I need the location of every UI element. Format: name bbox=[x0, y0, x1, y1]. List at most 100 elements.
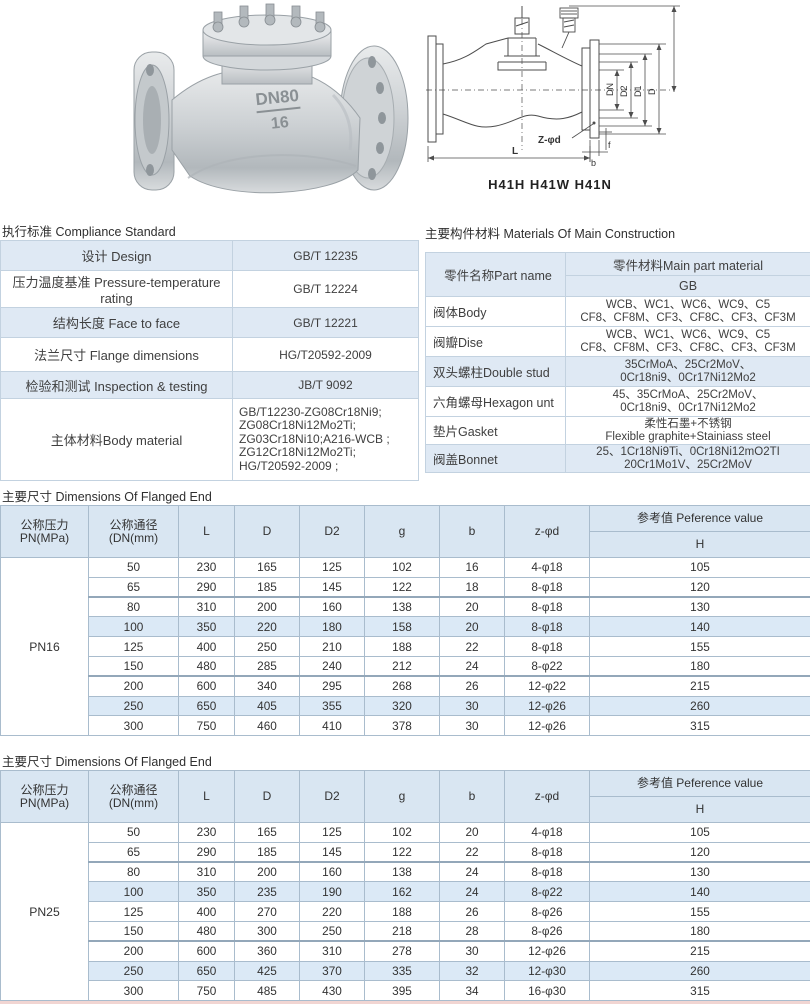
table-cell: 250 bbox=[88, 695, 179, 717]
table-cell: 140 bbox=[589, 881, 810, 903]
part-material-header: 零件材料Main part material bbox=[565, 252, 810, 276]
col-reference: 参考值 Peference value bbox=[589, 770, 810, 797]
table-cell: 24 bbox=[439, 881, 505, 903]
compliance-value: GB/T 12221 bbox=[232, 307, 419, 338]
col-d2: D2 bbox=[299, 770, 365, 823]
table-row: 200 600 360 310 278 30 12-φ26 215 bbox=[0, 940, 810, 962]
table-row: 300 750 485 430 395 34 16-φ30 315 bbox=[0, 980, 810, 1002]
table-cell: 430 bbox=[299, 980, 365, 1002]
table-cell: 185 bbox=[234, 576, 300, 598]
table-cell: 320 bbox=[364, 695, 440, 717]
col-h: H bbox=[589, 531, 810, 558]
table-cell: 212 bbox=[364, 655, 440, 677]
table-cell: 235 bbox=[234, 881, 300, 903]
table-cell: 100 bbox=[88, 881, 179, 903]
table-cell: 310 bbox=[178, 861, 235, 883]
table-cell: 32 bbox=[439, 960, 505, 982]
table-cell: 215 bbox=[589, 675, 810, 697]
table-row: 阀盖Bonnet 25、1Cr18Ni9Ti、0Cr18Ni12mO2TI 20… bbox=[425, 444, 810, 473]
cast-mark-pn: 16 bbox=[270, 114, 290, 133]
compliance-value: HG/T20592-2009 bbox=[232, 337, 419, 372]
table-row: 阀体Body WCB、WC1、WC6、WC9、C5 CF8、CF8M、CF3、C… bbox=[425, 296, 810, 327]
table-row: 主体材料Body material GB/T12230-ZG08Cr18Ni9;… bbox=[0, 398, 419, 481]
table-cell: 480 bbox=[178, 920, 235, 942]
table-cell: 310 bbox=[299, 940, 365, 962]
valve-photo-image: DN80 16 bbox=[133, 3, 409, 194]
table-cell: 145 bbox=[299, 576, 365, 598]
table-cell: 180 bbox=[589, 655, 810, 677]
table-cell: 18 bbox=[439, 576, 505, 598]
compliance-value: GB/T 12224 bbox=[232, 270, 419, 308]
table-cell: 158 bbox=[364, 616, 440, 638]
table-cell: 26 bbox=[439, 901, 505, 922]
table-row: 垫片Gasket 柔性石墨+不锈钢 Flexible graphite+Stai… bbox=[425, 416, 810, 445]
dim-label-d2: D2 bbox=[619, 85, 629, 97]
table-row: 250 650 405 355 320 30 12-φ26 260 bbox=[0, 695, 810, 717]
compliance-label: 法兰尺寸 Flange dimensions bbox=[0, 337, 233, 372]
col-d2: D2 bbox=[299, 505, 365, 558]
table-cell: 28 bbox=[439, 920, 505, 942]
compliance-label: 压力温度基准 Pressure-temperature rating bbox=[0, 270, 233, 308]
table-cell: 290 bbox=[178, 576, 235, 598]
table-cell: 102 bbox=[364, 822, 440, 843]
cast-mark: DN80 16 bbox=[255, 86, 301, 133]
table-row: 阀瓣Dise WCB、WC1、WC6、WC9、C5 CF8、CF8M、CF3、C… bbox=[425, 326, 810, 357]
col-dn: 公称通径 (DN(mm) bbox=[88, 505, 179, 558]
table-cell: 8-φ26 bbox=[504, 901, 590, 922]
table-cell: 290 bbox=[178, 841, 235, 863]
table-cell: 180 bbox=[589, 920, 810, 942]
table-cell: 250 bbox=[88, 960, 179, 982]
table-cell: 190 bbox=[299, 881, 365, 903]
part-name-header: 零件名称Part name bbox=[425, 252, 566, 297]
table-cell: 180 bbox=[299, 616, 365, 638]
table-cell: 270 bbox=[234, 901, 300, 922]
table-cell: 50 bbox=[88, 822, 179, 843]
table-cell: 80 bbox=[88, 861, 179, 883]
table-cell: 12-φ30 bbox=[504, 960, 590, 982]
table-cell: 122 bbox=[364, 576, 440, 598]
table-cell: 200 bbox=[88, 675, 179, 697]
compliance-title: 执行标准 Compliance Standard bbox=[2, 225, 176, 239]
table-cell: 460 bbox=[234, 715, 300, 737]
col-b: b bbox=[439, 505, 505, 558]
dim-label-f: f bbox=[608, 140, 611, 150]
part-name: 垫片Gasket bbox=[425, 416, 566, 445]
table-cell: 12-φ26 bbox=[504, 715, 590, 737]
compliance-label: 设计 Design bbox=[0, 240, 233, 271]
table-cell: 8-φ26 bbox=[504, 920, 590, 942]
table-row: 80 310 200 160 138 24 8-φ18 130 bbox=[0, 861, 810, 883]
dim-label-d1: D1 bbox=[633, 85, 643, 97]
table-cell: 24 bbox=[439, 655, 505, 677]
table-cell: 750 bbox=[178, 980, 235, 1002]
table-cell: 125 bbox=[299, 822, 365, 843]
dim-label-dn: DN bbox=[605, 83, 615, 96]
table-cell: 138 bbox=[364, 596, 440, 618]
table-cell: 340 bbox=[234, 675, 300, 697]
table-cell: 102 bbox=[364, 557, 440, 578]
table-cell: 8-φ18 bbox=[504, 596, 590, 618]
gb-subheader: GB bbox=[565, 275, 810, 297]
table-row: 150 480 300 250 218 28 8-φ26 180 bbox=[0, 920, 810, 942]
table-cell: 125 bbox=[88, 636, 179, 657]
table-cell: 220 bbox=[299, 901, 365, 922]
table-cell: 8-φ22 bbox=[504, 881, 590, 903]
dimensions-pn16-title: 主要尺寸 Dimensions Of Flanged End bbox=[2, 490, 212, 504]
table-cell: 50 bbox=[88, 557, 179, 578]
col-h: H bbox=[589, 796, 810, 823]
col-dn: 公称通径 (DN(mm) bbox=[88, 770, 179, 823]
table-cell: 395 bbox=[364, 980, 440, 1002]
table-cell: 210 bbox=[299, 636, 365, 657]
compliance-label: 检验和测试 Inspection & testing bbox=[0, 371, 233, 399]
table-row: 200 600 340 295 268 26 12-φ22 215 bbox=[0, 675, 810, 697]
model-codes: H41H H41W H41N bbox=[488, 177, 612, 192]
table-cell: 80 bbox=[88, 596, 179, 618]
col-zd: z-φd bbox=[504, 505, 590, 558]
table-cell: 215 bbox=[589, 940, 810, 962]
table-cell: 162 bbox=[364, 881, 440, 903]
part-name: 阀瓣Dise bbox=[425, 326, 566, 357]
table-cell: 130 bbox=[589, 861, 810, 883]
valve-photo: DN80 16 bbox=[128, 0, 410, 202]
table-cell: 30 bbox=[439, 715, 505, 737]
table-row: 检验和测试 Inspection & testing JB/T 9092 bbox=[0, 371, 419, 399]
table-cell: 315 bbox=[589, 715, 810, 737]
